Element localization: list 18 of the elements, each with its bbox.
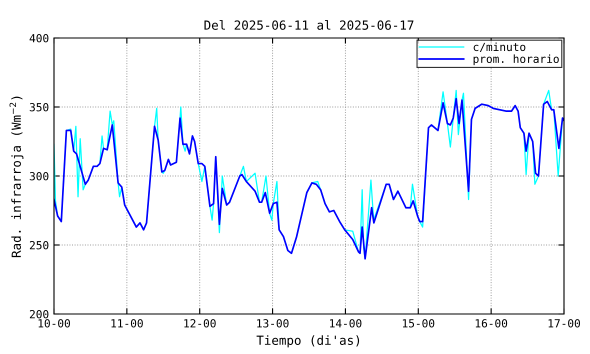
y-tick-label: 250 [30,241,48,250]
legend-label: c/minuto [474,42,526,52]
chart-title: Del 2025-06-11 al 2025-06-17 [204,20,414,30]
y-tick-label: 200 [30,310,48,318]
x-tick-label: 16-00 [476,319,508,328]
x-tick-label: 13-00 [257,319,289,328]
x-tick-label: 12-00 [184,319,216,328]
y-tick-label: 350 [30,103,48,112]
x-tick-label: 11-00 [111,319,143,328]
x-tick-label: 15-00 [402,319,434,328]
x-axis-title: Tiempo (di'as) [256,335,360,348]
y-axis-title: Rad. infrarroja (Wm$^{−2}$) [10,96,24,258]
y-tick-label: 400 [30,34,48,42]
x-tick-label: 10-00 [38,319,70,328]
x-tick-label: 17-00 [548,319,580,328]
legend-label: prom. horario [474,54,559,66]
y-tick-label: 300 [30,172,48,180]
x-tick-label: 14-00 [330,319,362,328]
